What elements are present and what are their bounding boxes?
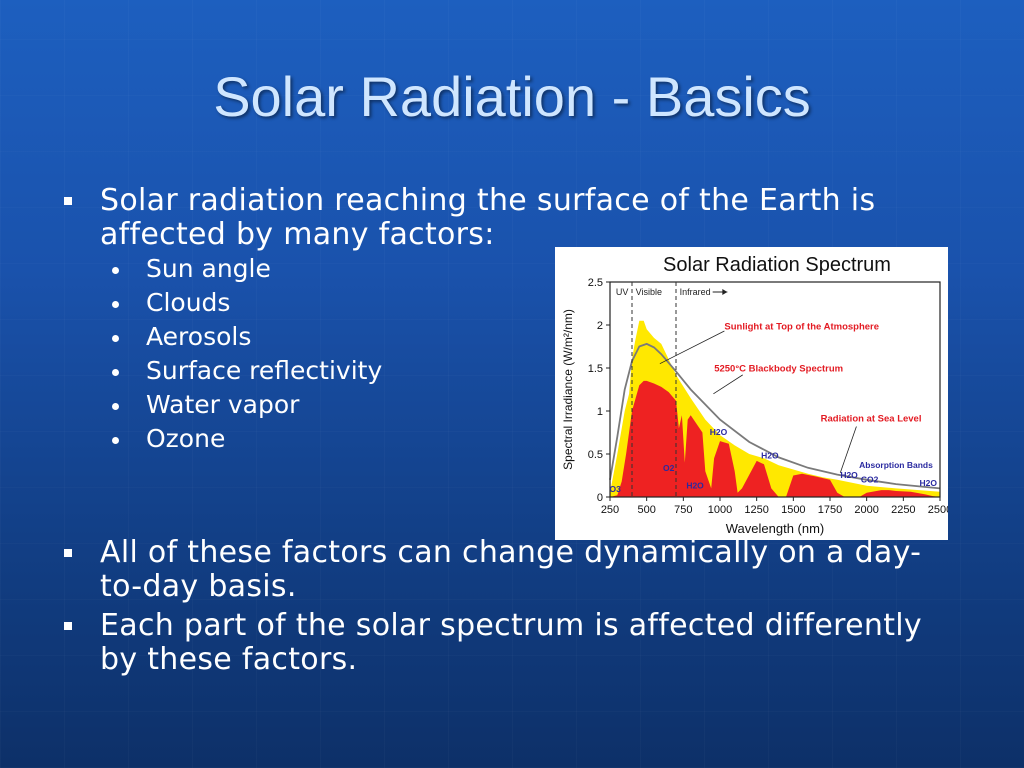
label-blackbody: 5250°C Blackbody Spectrum [714, 363, 843, 374]
sub-bullet-text: Surface reflectivity [146, 356, 383, 385]
x-tick-label: 1750 [818, 504, 842, 516]
bullet-marker [64, 549, 72, 557]
y-tick-label: 2.5 [588, 277, 603, 289]
annotation-h2o: H2O [686, 480, 704, 490]
y-axis-label: Spectral Irradiance (W/m²/nm) [561, 309, 575, 470]
infrared-arrow-head [722, 289, 728, 295]
annotation-co2: CO2 [861, 474, 879, 484]
x-tick-label: 1250 [744, 504, 768, 516]
label-absorption-bands: Absorption Bands [859, 460, 933, 470]
y-tick-label: 0.5 [588, 449, 603, 461]
arrow-sea-level [839, 426, 857, 474]
slide-title: Solar Radiation - Basics [213, 65, 811, 128]
arrow-top-of-atmosphere [659, 330, 725, 365]
bullet-marker [64, 197, 72, 205]
bullet-text: Solar radiation reaching the surface of … [100, 183, 876, 252]
y-tick-label: 0 [597, 492, 603, 504]
chart-svg: Solar Radiation Spectrum UV Visible Infrare… [561, 254, 948, 536]
y-tick-label: 1.5 [588, 363, 603, 375]
solar-spectrum-chart: Solar Radiation Spectrum UV Visible Infrare… [555, 247, 948, 540]
sub-bullet-dot [112, 335, 119, 342]
label-top-of-atmosphere: Sunlight at Top of the Atmosphere [724, 321, 879, 332]
annotation-h2o: H2O [920, 478, 938, 488]
sub-bullet-dot [112, 437, 119, 444]
annotation-h2o: H2O [761, 450, 779, 460]
sub-bullet-dot [112, 403, 119, 410]
region-label-uv: UV [616, 287, 629, 297]
sub-bullet-dot [112, 301, 119, 308]
x-tick-label: 1500 [781, 504, 805, 516]
sub-bullet-text: Sun angle [146, 254, 271, 283]
chart-title: Solar Radiation Spectrum [663, 254, 891, 276]
region-label-visible: Visible [636, 287, 662, 297]
x-tick-label: 2250 [891, 504, 915, 516]
y-tick-label: 1 [597, 406, 603, 418]
sub-bullet-text: Water vapor [146, 390, 300, 419]
annotation-o2: O2 [663, 463, 675, 473]
bullet-marker [64, 622, 72, 630]
x-tick-label: 2000 [854, 504, 878, 516]
y-tick-label: 2 [597, 320, 603, 332]
x-tick-label: 750 [674, 504, 692, 516]
annotation-h2o: H2O [710, 427, 728, 437]
sub-bullet-dot [112, 267, 119, 274]
sub-bullet-dot [112, 369, 119, 376]
x-tick-label: 250 [601, 504, 619, 516]
region-label-infrared: Infrared [680, 287, 711, 297]
series-sea-level-area [610, 380, 940, 497]
bullet-text: All of these factors can change dynamica… [100, 535, 922, 604]
annotation-h2o: H2O [840, 470, 858, 480]
x-tick-label: 1000 [708, 504, 732, 516]
plot-frame [609, 281, 941, 498]
annotation-o3: O3 [609, 484, 621, 494]
arrow-blackbody [713, 374, 743, 395]
sub-bullet-text: Ozone [146, 424, 226, 453]
x-axis-label: Wavelength (nm) [726, 521, 825, 536]
label-sea-level: Radiation at Sea Level [821, 413, 922, 424]
sub-bullet-text: Aerosols [146, 322, 252, 351]
bullet-text: Each part of the solar spectrum is affec… [100, 608, 922, 677]
series-blackbody-line [609, 342, 941, 490]
x-tick-label: 500 [637, 504, 655, 516]
sub-bullet-text: Clouds [146, 288, 231, 317]
